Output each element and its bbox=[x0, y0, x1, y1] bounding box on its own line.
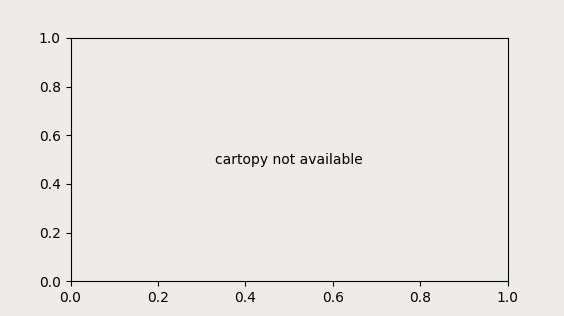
Text: cartopy not available: cartopy not available bbox=[215, 153, 363, 167]
